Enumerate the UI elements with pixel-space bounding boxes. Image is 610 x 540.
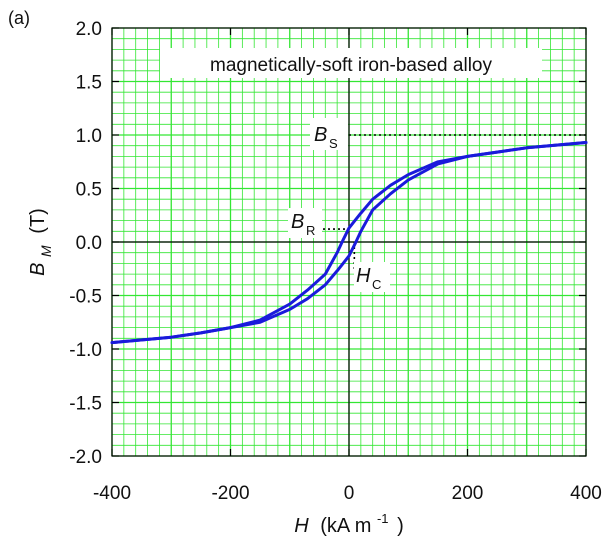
y-axis-unit: (T) bbox=[27, 208, 49, 234]
y-axis-title-text: B M (T) bbox=[27, 208, 56, 276]
panel-label: (a) bbox=[8, 8, 30, 28]
y-tick-label: 1.5 bbox=[76, 73, 102, 94]
tick-labels: -400 -200 0 200 400 -2.0 -1.5 -1.0 -0.5 0.0 0.5 1.0… bbox=[69, 19, 602, 504]
y-tick-label: 2.0 bbox=[76, 19, 102, 40]
hc-subscript: C bbox=[372, 277, 381, 292]
hc-label: H bbox=[356, 265, 371, 287]
x-tick-label: 400 bbox=[570, 483, 602, 504]
y-axis-symbol: B bbox=[27, 263, 49, 276]
x-tick-label: -400 bbox=[93, 483, 131, 504]
chart-title-group: magnetically-soft iron-based alloy bbox=[160, 48, 542, 78]
br-label: B bbox=[291, 211, 304, 233]
chart-title: magnetically-soft iron-based alloy bbox=[210, 55, 492, 76]
y-tick-label: -0.5 bbox=[69, 287, 102, 308]
y-tick-label: -2.0 bbox=[69, 447, 102, 468]
bs-label: B bbox=[314, 124, 327, 146]
bs-annotation: B S bbox=[310, 118, 348, 151]
y-tick-label: -1.0 bbox=[69, 340, 102, 361]
chart-title-background bbox=[160, 48, 542, 78]
br-label-background bbox=[288, 208, 322, 238]
y-tick-label: 1.0 bbox=[76, 126, 102, 147]
hc-annotation: H C bbox=[354, 262, 390, 292]
y-axis-subscript: M bbox=[38, 245, 54, 257]
br-subscript: R bbox=[306, 223, 315, 238]
x-axis-unit-exponent: -1 bbox=[377, 511, 389, 526]
zero-axes bbox=[112, 28, 586, 456]
x-tick-label: 200 bbox=[452, 483, 484, 504]
x-axis-symbol: H bbox=[294, 515, 309, 537]
br-annotation: B R bbox=[288, 208, 322, 238]
x-tick-label: -200 bbox=[211, 483, 249, 504]
y-axis-title: B M (T) bbox=[27, 208, 56, 276]
x-axis-unit-close: ) bbox=[397, 515, 404, 537]
y-tick-label: 0.0 bbox=[76, 233, 102, 254]
x-tick-label: 0 bbox=[344, 483, 355, 504]
axis-ticks bbox=[111, 27, 587, 457]
bs-subscript: S bbox=[329, 136, 338, 151]
series-line-ascending bbox=[110, 141, 588, 345]
x-axis-title: H (kA m -1 ) bbox=[294, 506, 404, 537]
x-axis-unit: (kA m bbox=[320, 515, 371, 537]
bs-label-background bbox=[310, 118, 348, 150]
y-tick-label: 0.5 bbox=[76, 180, 102, 201]
series bbox=[110, 141, 588, 345]
hc-label-background bbox=[354, 262, 390, 292]
y-tick-label: -1.5 bbox=[69, 394, 102, 415]
